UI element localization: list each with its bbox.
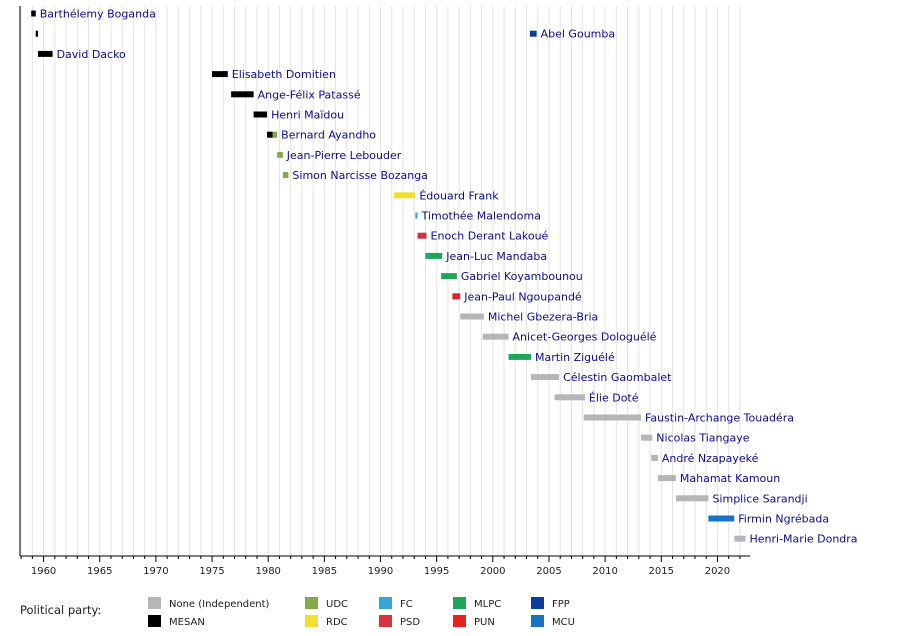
timeline-bar [272, 131, 278, 138]
bar-label-name: Jean-Paul Ngoupandé [463, 290, 582, 303]
bar-label-name: Michel Gbezera-Bria [488, 311, 598, 324]
timeline-bar [482, 333, 509, 340]
x-tick-label: 1995 [424, 566, 449, 577]
x-tick-label: 1960 [31, 566, 56, 577]
bar-label-name: Ange-Félix Patassé [258, 88, 361, 101]
bar-label-name: Anicet-Georges Dologuélé [513, 331, 657, 344]
bar-label-name: Firmin Ngrébada [738, 513, 829, 526]
grid-lines [20, 6, 741, 556]
legend-title: Political party: [20, 603, 101, 617]
timeline-bar [708, 515, 735, 522]
timeline-bar [554, 394, 585, 401]
legend-swatch [453, 615, 466, 627]
bar-label-name: Barthélemy Boganda [40, 8, 156, 21]
legend-label: RDC [326, 617, 348, 628]
timeline-bar [675, 495, 709, 502]
x-tick-label: 2010 [592, 566, 617, 577]
x-tick-label: 2015 [649, 566, 674, 577]
bar-label-name: Enoch Derant Lakoué [431, 230, 549, 243]
timeline-bar [253, 111, 268, 118]
bar-label-name: Elisabeth Domitien [232, 68, 336, 81]
legend-label: None (Independent) [169, 599, 270, 610]
legend-label: PSD [400, 617, 420, 628]
timeline-bar [441, 273, 457, 280]
x-tick-label: 1980 [255, 566, 280, 577]
axes: 1960 1965 1970 1975 1980 1985 1990 1995 2000 2005… [19, 6, 750, 577]
bar-label-name: Jean-Luc Mandaba [445, 250, 547, 263]
timeline-bar [415, 212, 418, 219]
timeline-bars [31, 10, 746, 542]
x-tick-label: 1975 [199, 566, 224, 577]
bar-label-name: Simon Narcisse Bozanga [292, 169, 428, 182]
timeline-bar [267, 131, 273, 138]
timeline-bar [31, 10, 36, 17]
legend-swatch [453, 597, 466, 609]
bar-label-name: Martin Ziguélé [535, 351, 615, 364]
timeline-bar [277, 151, 283, 158]
bar-label-name: Gabriel Koyambounou [461, 270, 583, 283]
legend-label: UDC [326, 599, 348, 610]
bar-label-name: Henri-Marie Dondra [750, 533, 858, 546]
bar-label-name: André Nzapayeké [662, 452, 759, 465]
legend: Political party: None (Independent) MESAN… [20, 597, 575, 628]
legend-swatch [531, 615, 544, 627]
bar-label-name: Célestin Gaombalet [563, 371, 672, 384]
timeline-bar [425, 252, 443, 259]
bar-label-name: Élie Doté [589, 391, 639, 404]
timeline-bar [651, 454, 658, 461]
legend-swatch [305, 597, 318, 609]
timeline-bar [529, 30, 537, 37]
bar-label-name: Édouard Frank [419, 189, 499, 202]
legend-label: PUN [474, 617, 495, 628]
legend-swatch [531, 597, 544, 609]
legend-label: MESAN [169, 617, 205, 628]
timeline-bar [460, 313, 484, 320]
x-tick-label: 2000 [480, 566, 505, 577]
bar-label-name: Jean-Pierre Lebouder [286, 149, 402, 162]
timeline-bar [508, 353, 531, 360]
legend-label: FC [400, 599, 413, 610]
legend-swatch [379, 597, 392, 609]
legend-label: MCU [552, 617, 575, 628]
timeline-bar [37, 50, 53, 57]
legend-label: MLPC [474, 599, 501, 610]
bar-label-name: Nicolas Tiangaye [656, 432, 749, 445]
timeline-bar [641, 434, 653, 441]
bar-label-name: Timothée Malendoma [421, 210, 541, 223]
bar-label-name: David Dacko [57, 48, 126, 61]
timeline-bar [734, 535, 746, 542]
bar-label-name: Bernard Ayandho [281, 129, 376, 142]
timeline-bar [393, 192, 416, 199]
timeline-bar [531, 374, 560, 381]
x-tick-label: 2020 [705, 566, 730, 577]
timeline-bar [282, 172, 289, 179]
bar-label-name: Faustin-Archange Touadéra [645, 412, 794, 425]
legend-swatch [379, 615, 392, 627]
legend-swatch [148, 615, 161, 627]
legend-label: FPP [552, 599, 570, 610]
x-tick-label: 1970 [143, 566, 168, 577]
legend-swatch [148, 597, 161, 609]
bar-label-name: Simplice Sarandji [712, 492, 807, 505]
timeline-bar [657, 475, 676, 482]
timeline-bar [583, 414, 642, 421]
bar-label-name: Mahamat Kamoun [680, 472, 780, 485]
bar-labels: Barthélemy Boganda Abel Goumba David Dacko… [40, 8, 858, 546]
timeline-bar [35, 30, 38, 37]
x-tick-label: 1965 [87, 566, 112, 577]
bar-label-name: Henri Maïdou [271, 109, 344, 122]
timeline-bar [212, 71, 228, 78]
x-tick-label: 1990 [368, 566, 393, 577]
x-tick-label: 1985 [312, 566, 337, 577]
x-tick-label: 2005 [536, 566, 561, 577]
bar-label-name: Abel Goumba [541, 28, 616, 41]
timeline-bar [231, 91, 254, 98]
legend-swatch [305, 615, 318, 627]
timeline-bar [452, 293, 461, 300]
timeline-bar [417, 232, 427, 239]
